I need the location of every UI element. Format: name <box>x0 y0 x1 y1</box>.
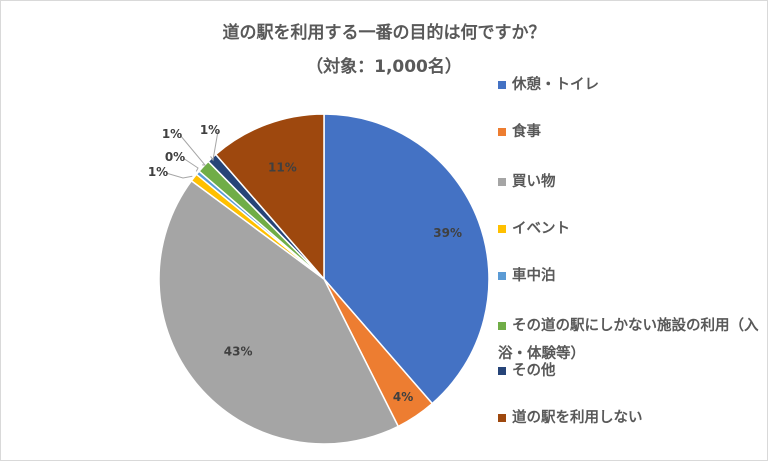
legend-swatch <box>498 178 506 186</box>
chart-subtitle: （対象：1,000名） <box>306 57 462 77</box>
label-unique-facility: 1% <box>162 127 182 141</box>
legend-item-unique-facility: その道の駅にしかない施設の利用（入浴・体験等） <box>498 318 759 362</box>
label-car-camping: 0% <box>165 150 185 164</box>
legend-item-event: イベント <box>498 216 763 242</box>
legend-swatch <box>498 367 506 375</box>
label-event: 1% <box>148 165 168 179</box>
label-not-used: 11% <box>268 161 297 175</box>
leader-line <box>182 157 199 172</box>
legend-swatch <box>498 81 506 89</box>
legend-item-car-camping: 車中泊 <box>498 263 763 289</box>
legend-item-rest-toilet: 休憩・トイレ <box>498 72 763 98</box>
legend-item-other: その他 <box>498 358 763 384</box>
label-rest-toilet: 39% <box>433 226 462 240</box>
leader-line <box>165 172 193 179</box>
label-other: 1% <box>200 123 220 137</box>
chart-title: 道の駅を利用する一番の目的は何ですか？ <box>222 23 546 43</box>
slice-rest-toilet <box>323 113 490 405</box>
leader-line <box>179 134 207 166</box>
legend-swatch <box>498 322 506 330</box>
slice-shopping <box>158 179 400 445</box>
label-meal: 4% <box>393 390 413 404</box>
legend-item-not-used: 道の駅を利用しない <box>498 405 763 431</box>
slice-not-used <box>214 113 325 282</box>
legend-item-meal: 食事 <box>498 119 763 145</box>
leader-line <box>210 130 219 162</box>
legend-swatch <box>498 128 506 136</box>
legend-swatch <box>498 414 506 422</box>
legend-item-shopping: 買い物 <box>498 169 763 195</box>
legend-swatch <box>498 225 506 233</box>
label-shopping: 43% <box>224 344 253 358</box>
legend-swatch <box>498 272 506 280</box>
